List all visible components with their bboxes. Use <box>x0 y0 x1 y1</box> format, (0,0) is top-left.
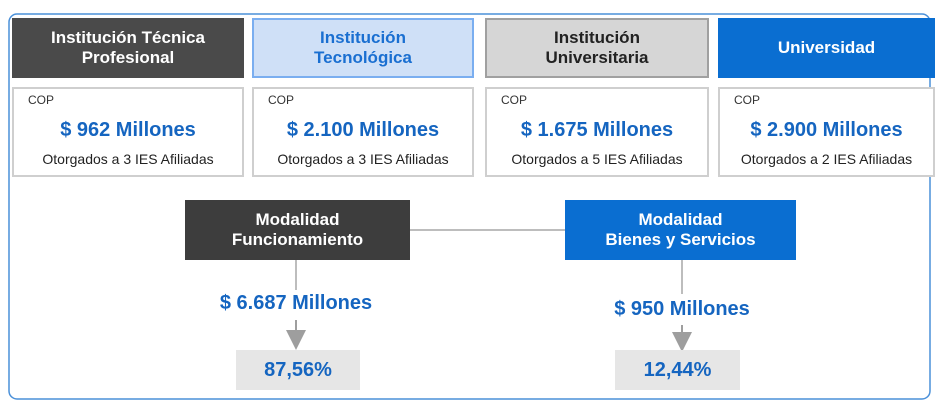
column-header: Institución Técnica Profesional <box>12 18 244 78</box>
column-header: Institución Universitaria <box>485 18 709 78</box>
header-line: Bienes y Servicios <box>605 230 756 249</box>
currency: COP <box>268 93 295 107</box>
modality-header: Modalidad Bienes y Servicios <box>565 200 796 260</box>
column-header: Institución Tecnológica <box>252 18 474 78</box>
header-line: Modalidad <box>255 210 340 229</box>
header-line: Institución <box>320 28 406 47</box>
outer-border <box>8 13 931 400</box>
modality-amount: $ 950 Millones <box>562 298 802 321</box>
currency: COP <box>28 93 55 107</box>
caption: Otorgados a 3 IES Afiliadas <box>277 151 449 167</box>
header-line: Institución Técnica <box>51 28 205 47</box>
amount: $ 2.900 Millones <box>750 119 903 141</box>
column-header: Universidad <box>718 18 935 78</box>
currency: COP <box>501 93 528 107</box>
caption: Otorgados a 5 IES Afiliadas <box>511 151 683 167</box>
header-line: Profesional <box>81 48 175 67</box>
header-line: Institución <box>554 28 640 47</box>
column-card: COP $ 2.100 Millones Otorgados a 3 IES Afi… <box>252 87 474 177</box>
amount: $ 950 Millones <box>614 298 750 320</box>
column-card: COP $ 962 Millones Otorgados a 3 IES Afili… <box>12 87 244 177</box>
header-line: Tecnológica <box>314 48 412 67</box>
share: 12,44% <box>643 358 712 381</box>
amount: $ 6.687 Millones <box>219 292 373 314</box>
share-box: 12,44% <box>615 350 740 390</box>
share: 87,56% <box>264 358 332 381</box>
header-line: Universitaria <box>545 48 649 67</box>
currency: COP <box>734 93 761 107</box>
modality-amount: $ 6.687 Millones <box>176 292 416 315</box>
column-card: COP $ 1.675 Millones Otorgados a 5 IES Afi… <box>485 87 709 177</box>
caption: Otorgados a 2 IES Afiliadas <box>740 151 913 167</box>
share-box: 87,56% <box>236 350 360 390</box>
modality-header: Modalidad Funcionamiento <box>185 200 410 260</box>
header-line: Modalidad <box>638 210 723 229</box>
caption: Otorgados a 3 IES Afiliadas <box>42 151 214 167</box>
amount: $ 2.100 Millones <box>286 119 440 141</box>
header-line: Universidad <box>777 38 876 57</box>
column-card: COP $ 2.900 Millones Otorgados a 2 IES Afi… <box>718 87 935 177</box>
amount: $ 1.675 Millones <box>520 119 674 141</box>
amount: $ 962 Millones <box>60 119 196 141</box>
header-line: Funcionamiento <box>231 230 364 249</box>
